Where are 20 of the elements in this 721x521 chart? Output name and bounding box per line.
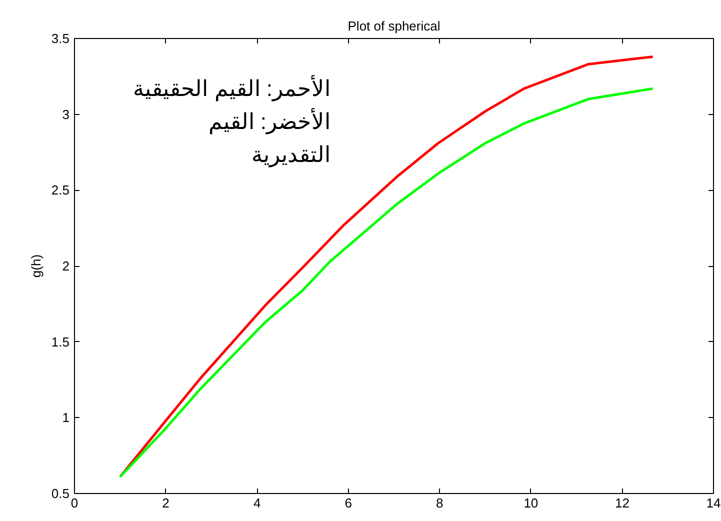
x-tick-label: 12 [614,496,630,510]
annotation: الأحمر: القيم الحقيقية [133,74,331,102]
annotation: الأخضر: القيم [208,107,331,135]
x-tick-label: 0 [70,496,78,510]
y-tick-label: 3.5 [51,31,70,46]
y-tick-label: 2.5 [51,182,70,198]
x-tick-label: 2 [162,496,170,510]
y-tick-label: 1 [62,410,70,426]
x-tick-label: 10 [524,496,538,510]
y-tick-label: 2 [62,258,70,274]
chart-title: Plot of spherical [348,18,440,34]
y-tick-label: 0.5 [51,486,70,501]
x-tick-label: 4 [253,496,261,510]
y-axis-title: g(h) [28,254,44,278]
x-tick-label: 6 [344,496,352,510]
x-tick-label: 14 [706,496,721,510]
x-tick-label: 8 [436,496,444,510]
annotation: التقديرية [252,142,330,168]
y-tick-label: 3 [62,106,70,122]
y-tick-label: 1.5 [51,334,70,350]
